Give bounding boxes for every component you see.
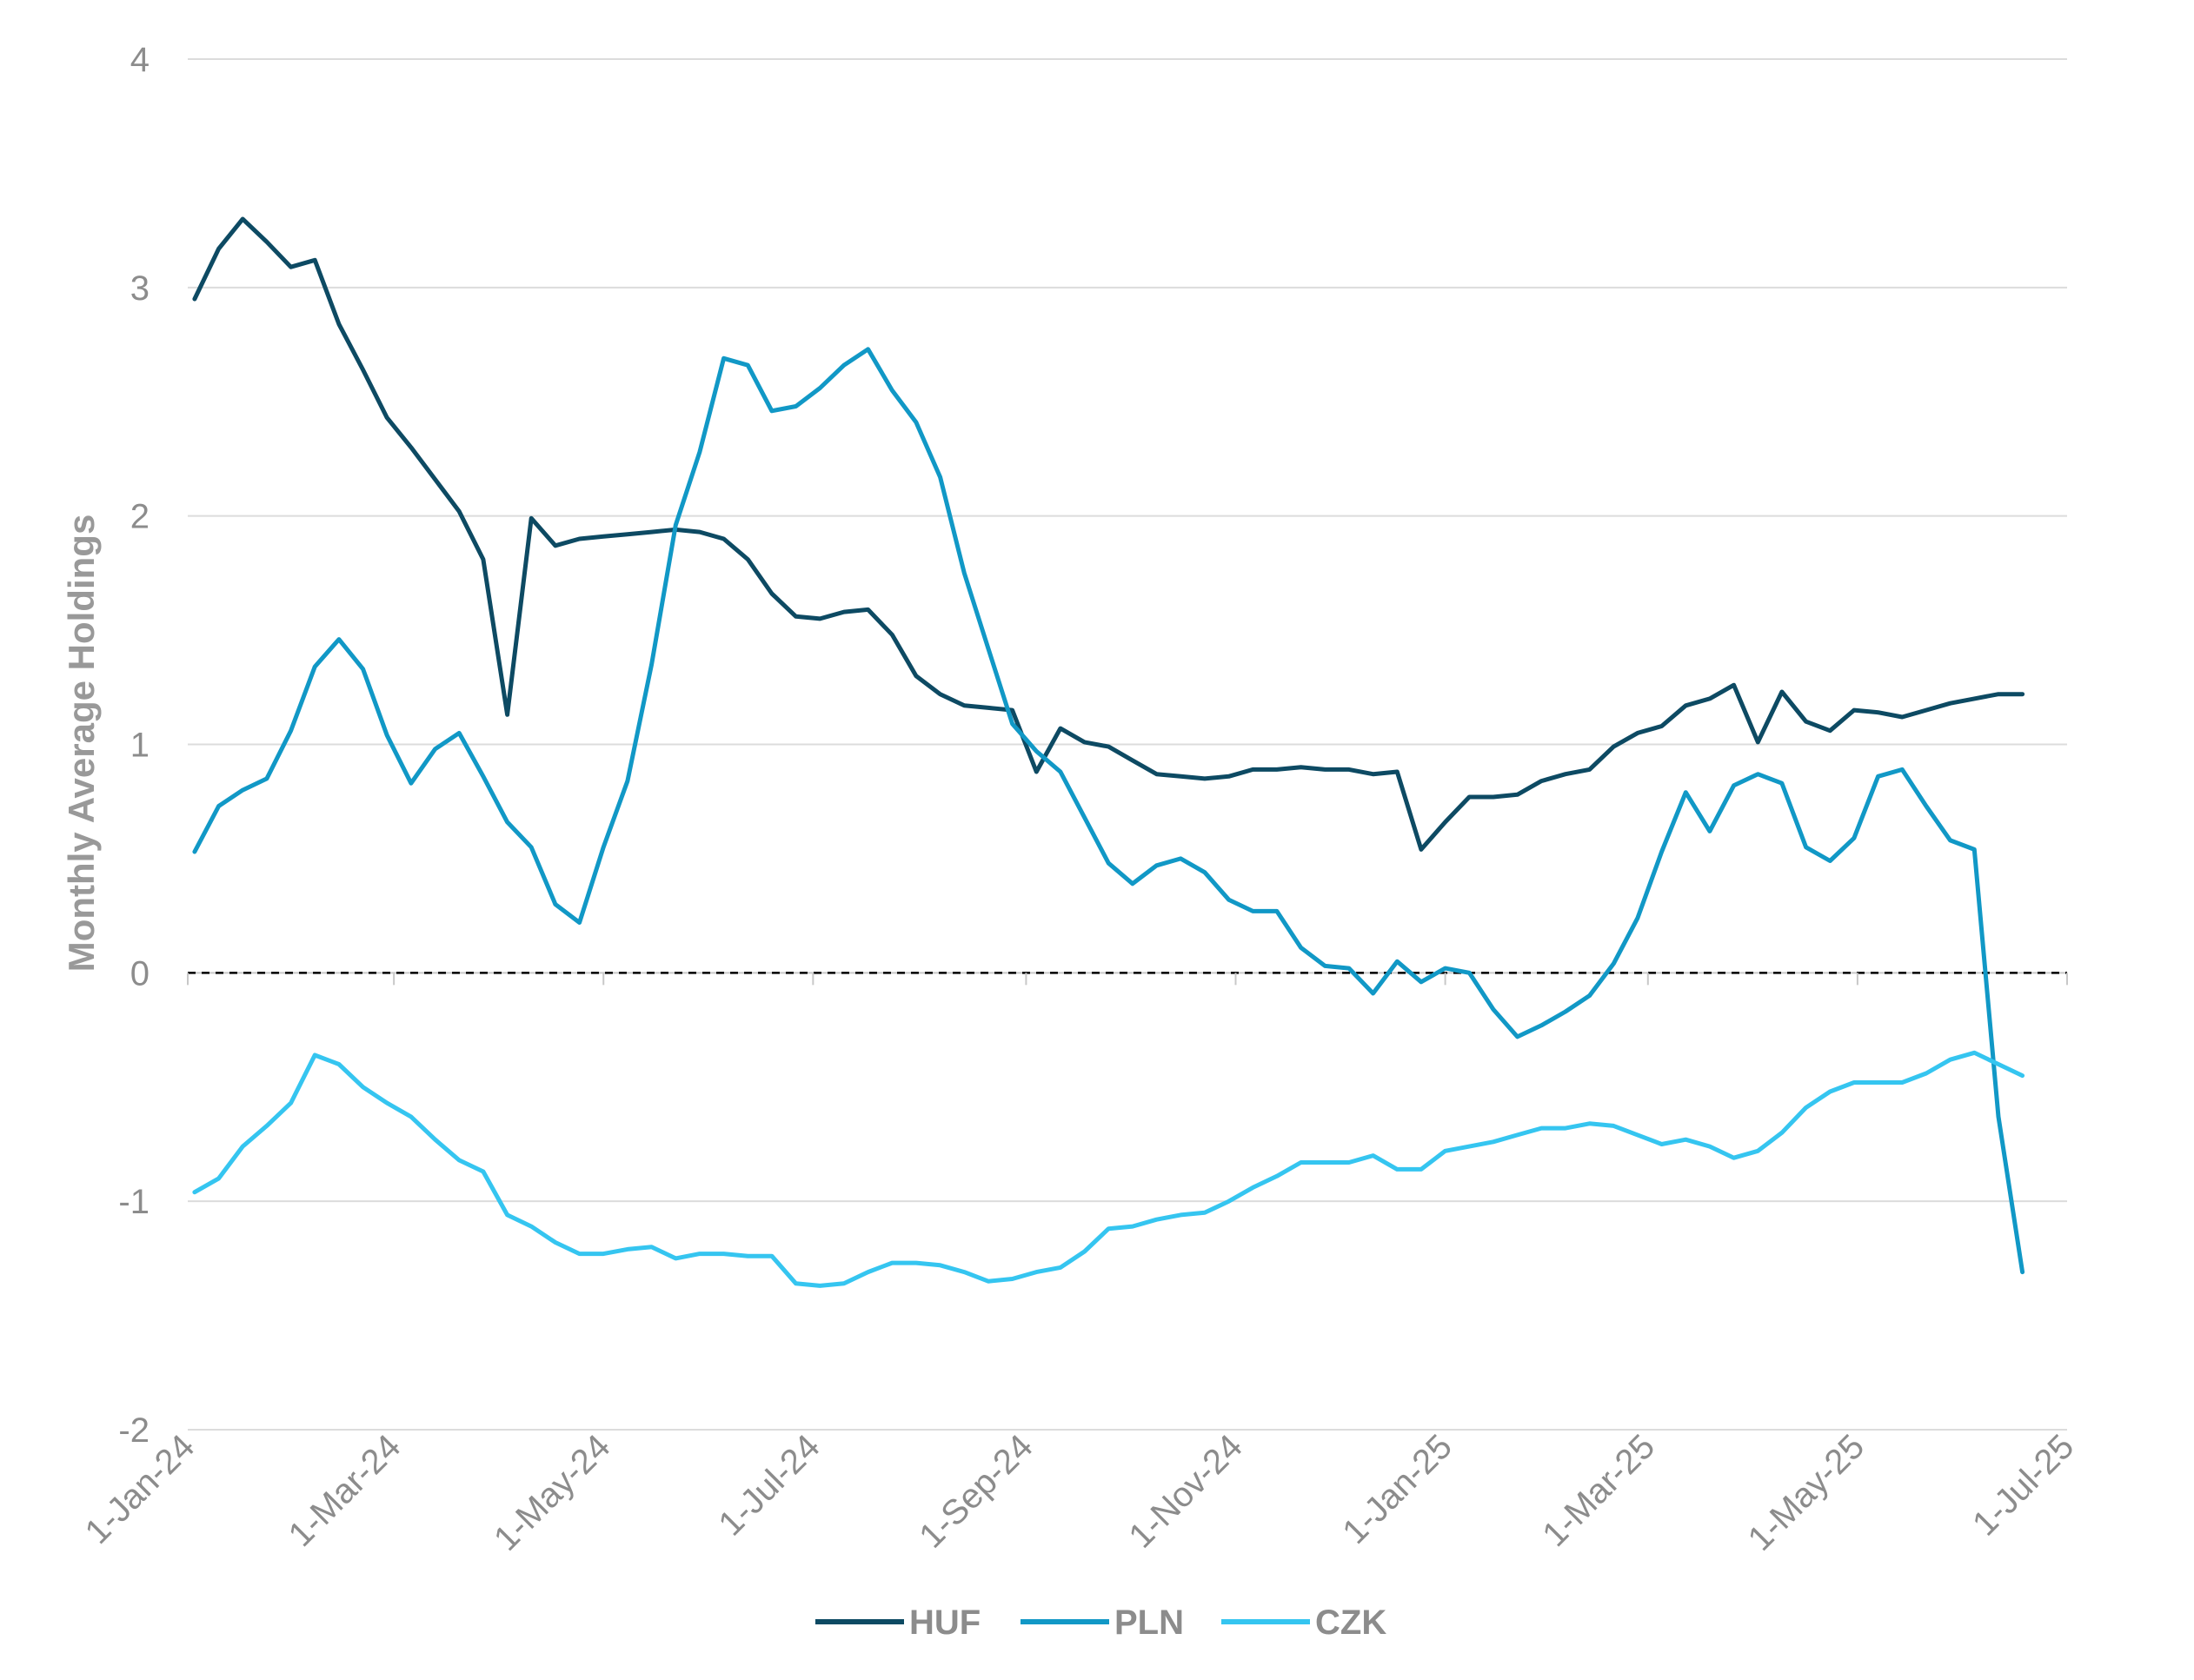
legend-label-huf: HUF (909, 1604, 981, 1642)
series-line-czk (192, 1050, 2025, 1288)
legend-label-czk: CZK (1315, 1604, 1386, 1642)
y-axis-label: Monthly Average Holdings (61, 515, 102, 973)
y-tick-label: -1 (118, 1183, 150, 1221)
series-line-huf (192, 216, 2025, 852)
y-tick-label: 4 (130, 41, 150, 79)
y-tick-label: 1 (130, 727, 150, 765)
y-axis-ticks: 4 3 2 1 0 -1 -2 (118, 41, 150, 1450)
y-tick-label: 2 (130, 498, 150, 536)
y-tick-label: -2 (118, 1411, 150, 1450)
series-line-pln (192, 347, 2025, 1275)
gridlines (188, 58, 2067, 1431)
y-tick-label: 0 (130, 954, 150, 993)
legend-label-pln: PLN (1114, 1604, 1184, 1642)
series-lines (192, 216, 2025, 1288)
y-tick-label: 3 (130, 269, 150, 308)
legend: HUF PLN CZK (815, 1604, 1386, 1642)
